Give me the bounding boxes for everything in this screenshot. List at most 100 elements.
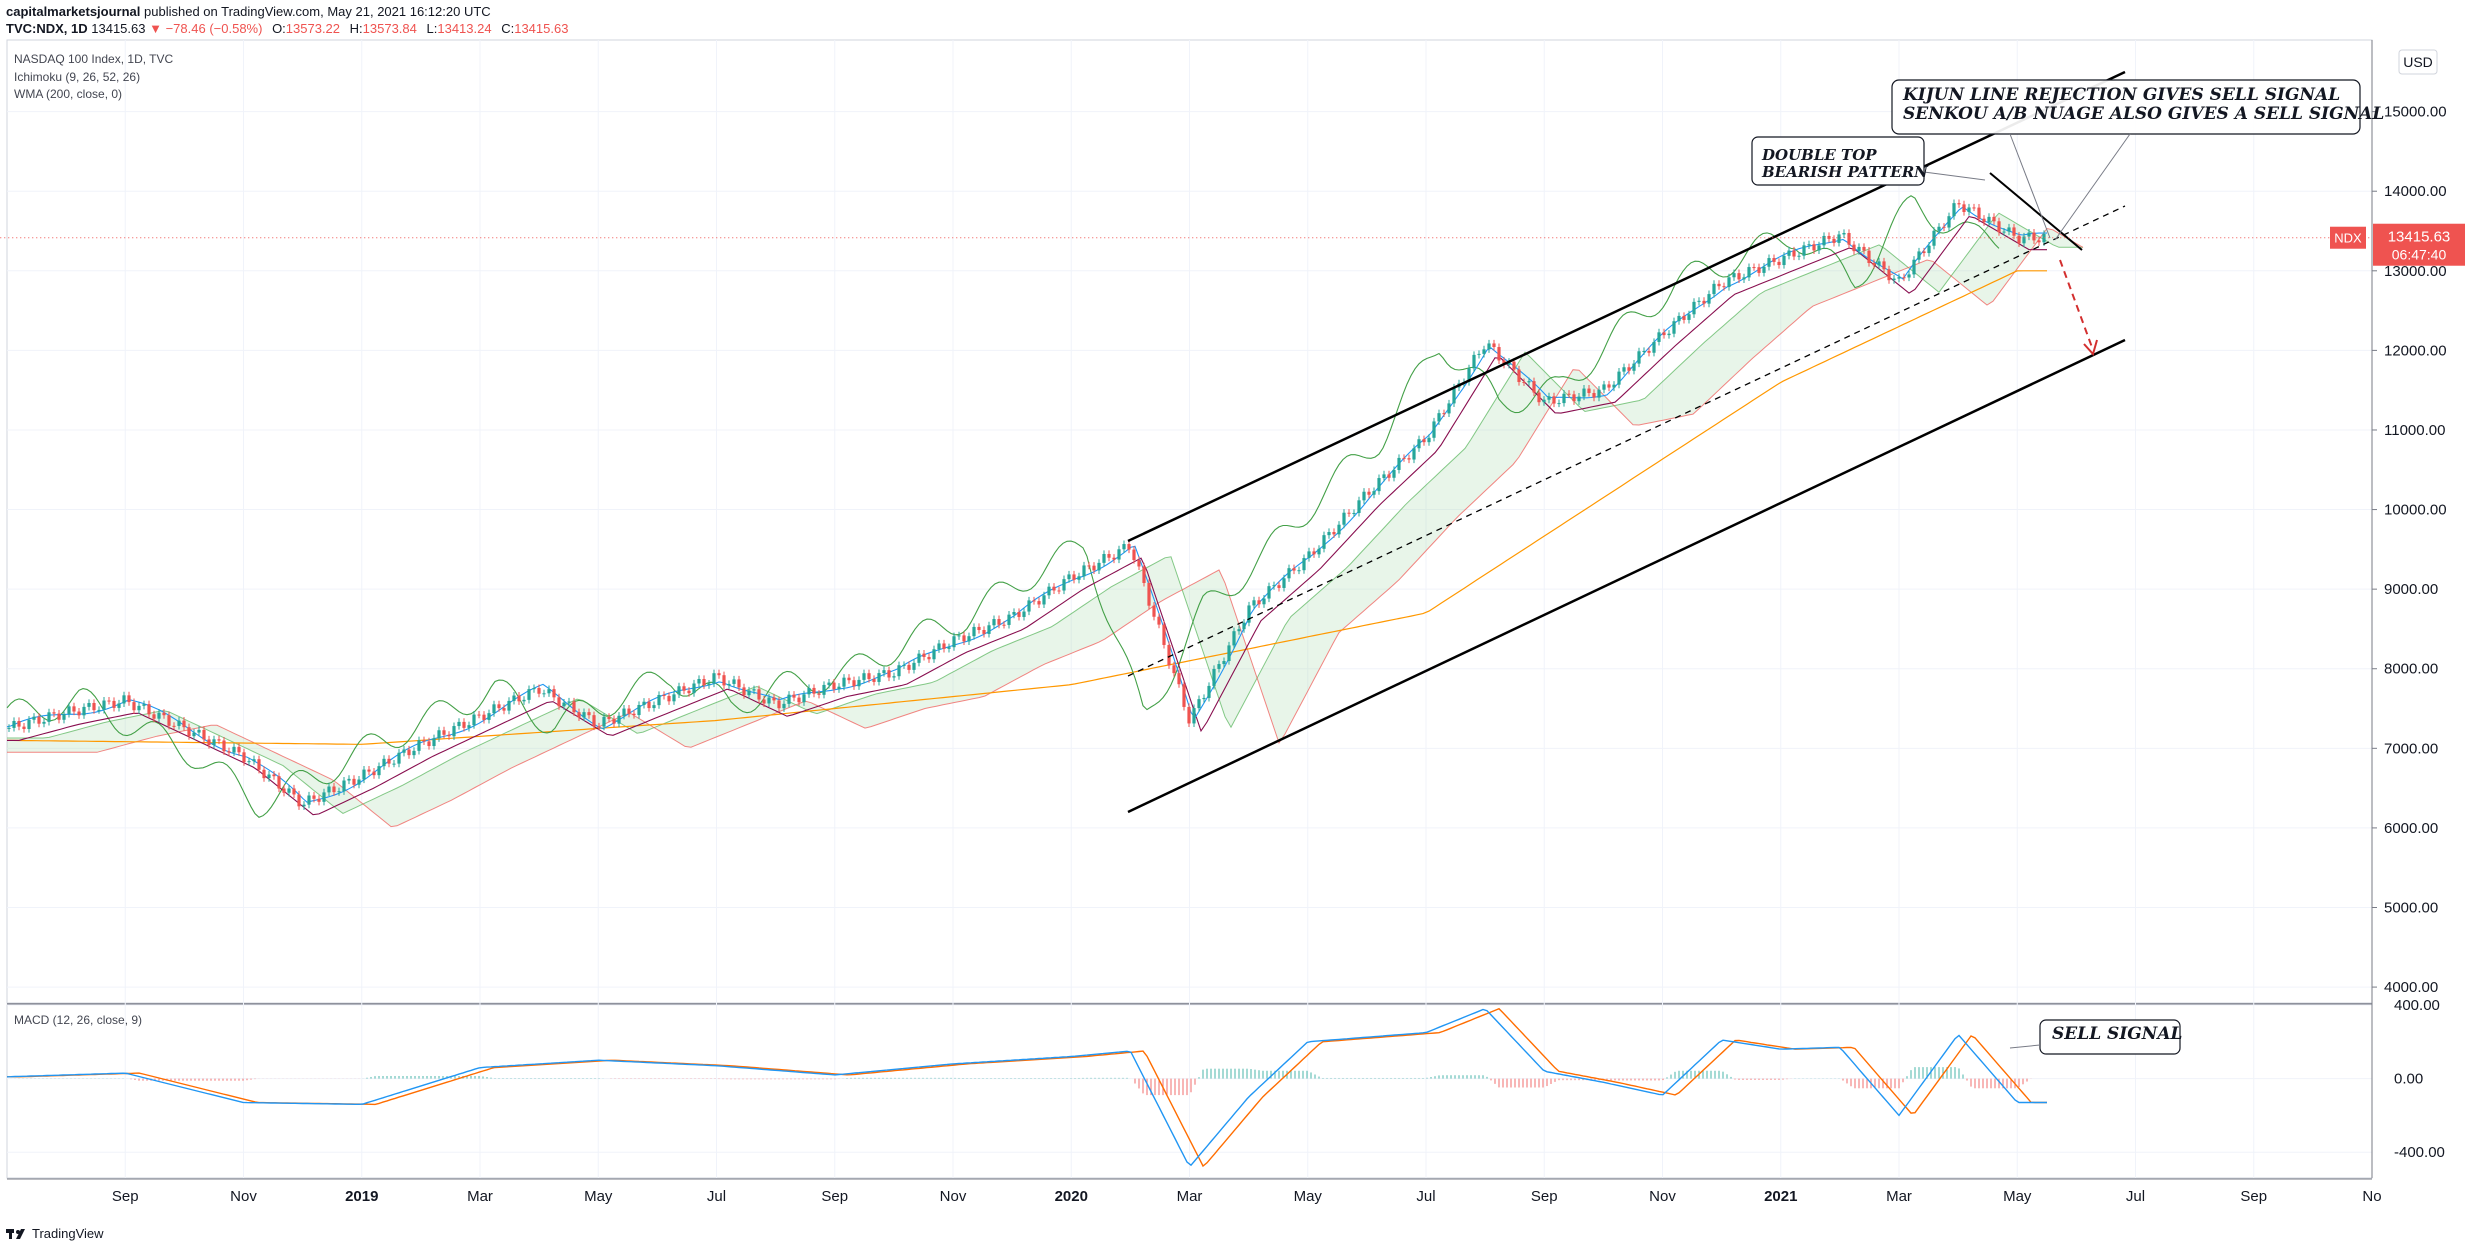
sell-signal-callout: [2039, 1019, 2181, 1055]
candle-body: [632, 713, 636, 716]
currency-button: [2398, 49, 2438, 75]
candle-body: [42, 721, 46, 724]
candle-body: [1582, 388, 1586, 397]
x-tick-label-16: May: [2003, 1188, 2032, 1205]
candle-body: [1407, 458, 1411, 460]
candle-body: [977, 626, 981, 631]
candle-body: [837, 686, 841, 690]
y-tick-label-4: 8000.00: [2384, 661, 2438, 678]
candle-body: [1922, 251, 1926, 254]
double-top-callout: [1751, 136, 1925, 186]
candle-body: [2007, 227, 2011, 232]
candle-body: [897, 665, 901, 677]
double-top-line1: DOUBLE TOP: [1762, 146, 1877, 164]
author-name[interactable]: capitalmarketsjournal: [6, 4, 141, 19]
legend-macd[interactable]: MACD (12, 26, close, 9): [14, 1013, 143, 1027]
candle-body: [327, 786, 331, 793]
candle-body: [2027, 232, 2031, 237]
candle-body: [1122, 544, 1126, 550]
candle-body: [532, 688, 536, 690]
candle-body: [1482, 349, 1486, 354]
projection-arrow-line: [2059, 259, 2094, 351]
candle-body: [1982, 218, 1986, 223]
candle-body: [1667, 333, 1671, 336]
candle-body: [1857, 246, 1861, 252]
candle-body: [1097, 562, 1101, 571]
candle-body: [582, 712, 586, 718]
candle-body: [257, 759, 261, 770]
candle-body: [652, 705, 656, 709]
channel-mid-line: [1127, 205, 2126, 677]
candle-body: [1657, 332, 1661, 342]
candle-body: [132, 702, 136, 711]
candle-body: [907, 664, 911, 670]
candle-body: [812, 687, 816, 694]
candle-body: [1977, 207, 1981, 219]
candle-body: [1012, 612, 1016, 615]
candle-body: [517, 695, 521, 702]
candle-body: [1302, 558, 1306, 571]
candle-body: [1502, 360, 1506, 365]
candle-body: [1607, 384, 1611, 388]
candle-body: [1602, 384, 1606, 390]
candle-body: [1207, 685, 1211, 698]
footer[interactable]: TradingView: [6, 1226, 104, 1241]
candle-body: [292, 788, 296, 795]
candle-body: [142, 704, 146, 706]
candle-body: [1947, 216, 1951, 228]
candle-body: [1837, 234, 1841, 243]
candle-body: [747, 690, 751, 696]
candle-body: [1197, 699, 1201, 709]
macd-signal-line: [7, 1007, 2047, 1168]
candle-body: [1507, 361, 1511, 365]
cloud-fill: [7, 213, 2083, 827]
candle-body: [412, 750, 416, 756]
candle-body: [1897, 277, 1901, 279]
candle-body: [382, 758, 386, 767]
candle-body: [1292, 568, 1296, 571]
candle-body: [302, 804, 306, 807]
candle-body: [1512, 361, 1516, 370]
candle-body: [1317, 548, 1321, 555]
candle-body: [1972, 207, 1976, 209]
chart-grid: [6, 39, 2373, 1179]
candle-body: [987, 625, 991, 634]
candle-body: [1217, 664, 1221, 669]
candle-body: [1792, 250, 1796, 257]
candle-body: [647, 701, 651, 709]
legend-title[interactable]: NASDAQ 100 Index, 1D, TVC: [14, 52, 174, 66]
candle-body: [1387, 474, 1391, 478]
candle-body: [432, 738, 436, 747]
candle-body: [1717, 283, 1721, 287]
x-tick-label-12: Sep: [1531, 1188, 1558, 1205]
candle-body: [1312, 551, 1316, 555]
candle-body: [612, 718, 616, 724]
candle-body: [607, 716, 611, 719]
candle-body: [942, 643, 946, 649]
legend-wma[interactable]: WMA (200, close, 0): [14, 87, 123, 101]
candle-body: [282, 788, 286, 793]
candle-body: [1127, 544, 1131, 550]
candle-body: [692, 683, 696, 694]
candle-body: [1962, 204, 1966, 212]
candle-body: [1902, 277, 1906, 279]
trend-drawings[interactable]: [0, 70, 2372, 1055]
candle-body: [857, 679, 861, 687]
candle-body: [1452, 387, 1456, 404]
candle-body: [1992, 216, 1996, 222]
publish-info: published on TradingView.com, May 21, 20…: [144, 4, 491, 19]
candle-body: [1612, 384, 1616, 388]
candle-body: [1852, 244, 1856, 252]
candle-body: [1307, 551, 1311, 559]
candle-body: [102, 700, 106, 710]
legend-ichimoku[interactable]: Ichimoku (9, 26, 52, 26): [14, 70, 141, 84]
candle-body: [1277, 585, 1281, 588]
candle-body: [1437, 413, 1441, 422]
candle-body: [592, 715, 596, 727]
candle-body: [457, 721, 461, 727]
candle-body: [472, 714, 476, 726]
candle-body: [122, 695, 126, 704]
candle-body: [957, 635, 961, 637]
candle-body: [1472, 354, 1476, 369]
